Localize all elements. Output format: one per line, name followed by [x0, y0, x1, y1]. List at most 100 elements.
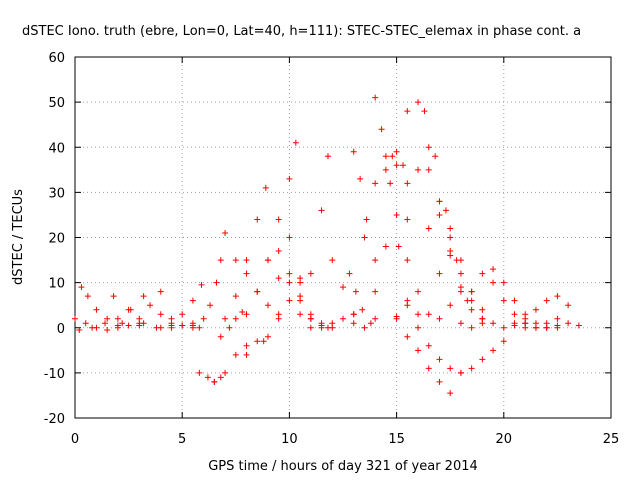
- data-point: [114, 322, 121, 329]
- data-point: [93, 306, 100, 313]
- x-tick-label: 5: [178, 432, 186, 447]
- data-point: [82, 320, 89, 327]
- satellite-track: [286, 234, 331, 331]
- satellite-track: [522, 302, 572, 331]
- data-point: [260, 338, 267, 345]
- data-point: [340, 315, 346, 322]
- data-point: [522, 324, 529, 331]
- data-point: [404, 257, 411, 264]
- data-point: [114, 315, 121, 322]
- data-point: [378, 126, 385, 133]
- data-point: [425, 144, 432, 151]
- data-point: [104, 327, 111, 334]
- data-point: [147, 302, 154, 309]
- satellite-track: [189, 229, 229, 331]
- chart-title: dSTEC Iono. truth (ebre, Lon=0, Lat=40, …: [22, 24, 581, 39]
- data-point: [447, 225, 454, 232]
- y-tick-label: 20: [48, 232, 65, 247]
- data-point: [490, 279, 497, 286]
- data-point: [89, 324, 96, 331]
- satellite-track: [329, 311, 443, 331]
- data-point: [393, 162, 400, 169]
- data-point: [565, 302, 572, 309]
- data-point: [468, 306, 475, 313]
- data-point: [226, 324, 233, 331]
- data-point: [329, 324, 336, 331]
- data-point: [275, 275, 282, 282]
- data-point: [457, 257, 464, 264]
- data-point: [232, 293, 239, 300]
- data-point: [140, 293, 147, 300]
- data-point: [425, 342, 432, 349]
- data-point: [243, 270, 250, 277]
- data-point: [254, 338, 261, 345]
- data-point: [382, 243, 389, 250]
- data-point: [168, 315, 175, 322]
- data-point: [389, 153, 396, 160]
- data-point: [479, 315, 486, 322]
- data-point: [213, 279, 220, 286]
- data-point: [329, 257, 336, 264]
- satellite-track: [361, 153, 411, 241]
- data-point: [119, 320, 126, 327]
- data-point: [436, 198, 443, 205]
- data-point: [372, 315, 379, 322]
- data-point: [479, 306, 486, 313]
- satellite-track: [372, 211, 432, 318]
- data-point: [543, 324, 550, 331]
- x-tick-label: 25: [603, 432, 620, 447]
- data-point: [297, 293, 304, 300]
- data-point: [372, 94, 379, 101]
- data-point: [292, 139, 299, 146]
- satellite-track: [78, 284, 121, 329]
- data-point: [436, 211, 443, 218]
- data-markers: [72, 94, 582, 397]
- data-point: [243, 311, 250, 318]
- data-point: [217, 374, 224, 381]
- data-point: [554, 322, 561, 329]
- data-point: [204, 374, 211, 381]
- data-point: [179, 322, 186, 329]
- satellite-track: [243, 139, 299, 318]
- satellite-track: [136, 320, 196, 331]
- y-tick-label: 0: [57, 322, 65, 337]
- data-point: [232, 315, 239, 322]
- data-point: [468, 288, 475, 295]
- data-point: [346, 270, 353, 277]
- data-point: [415, 324, 422, 331]
- satellite-track: [468, 288, 529, 331]
- data-point: [84, 293, 91, 300]
- data-point: [359, 306, 366, 313]
- y-tick-labels: -20 -10 0 10 20 30 40 50 60: [44, 51, 65, 427]
- x-axis-label: GPS time / hours of day 321 of year 2014: [208, 459, 478, 474]
- satellite-track: [393, 315, 454, 397]
- satellite-track: [404, 302, 464, 376]
- data-point: [511, 320, 518, 327]
- satellite-track: [350, 148, 379, 264]
- data-point: [286, 175, 293, 182]
- satellite-track: [243, 275, 304, 358]
- x-tick-label: 10: [281, 432, 298, 447]
- data-point: [457, 320, 464, 327]
- data-point: [350, 320, 357, 327]
- data-point: [232, 351, 239, 358]
- data-point: [479, 356, 486, 363]
- data-point: [361, 234, 368, 241]
- satellite-track: [76, 293, 147, 334]
- satellite-track: [196, 369, 229, 385]
- data-point: [110, 293, 117, 300]
- data-point: [436, 315, 443, 322]
- satellite-track: [211, 333, 271, 385]
- data-point: [275, 216, 282, 223]
- data-point: [357, 175, 364, 182]
- data-point: [102, 320, 109, 327]
- data-point: [468, 324, 475, 331]
- data-point: [196, 324, 203, 331]
- data-point: [425, 365, 432, 372]
- data-point: [198, 281, 205, 288]
- data-point: [404, 180, 411, 187]
- satellite-track: [425, 166, 486, 327]
- y-tick-label: 40: [48, 141, 65, 156]
- data-point: [457, 284, 464, 291]
